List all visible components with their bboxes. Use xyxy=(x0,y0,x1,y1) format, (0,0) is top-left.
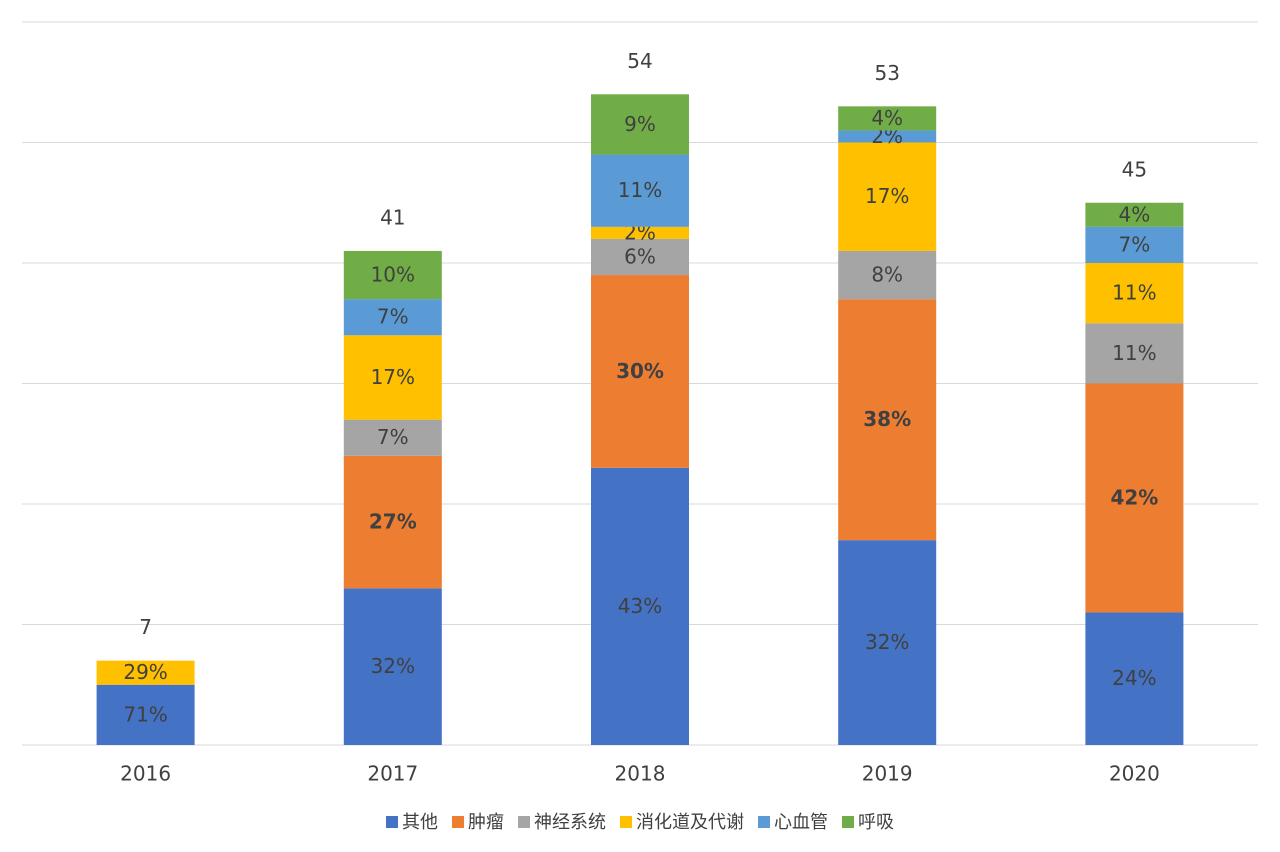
legend-label: 其他 xyxy=(402,812,438,833)
bar-segment xyxy=(1085,226,1184,263)
legend-label: 神经系统 xyxy=(534,812,606,833)
bar-segment xyxy=(838,250,937,300)
bar-segment xyxy=(838,130,937,143)
bar-segment xyxy=(1085,323,1184,384)
bar-segment xyxy=(591,275,689,468)
data-label: 29% xyxy=(123,660,167,684)
data-label: 27% xyxy=(369,510,417,534)
bar-segment xyxy=(838,106,937,131)
data-label: 17% xyxy=(865,184,909,208)
bar-segment xyxy=(838,540,937,745)
data-label: 43% xyxy=(618,594,662,618)
data-label: 8% xyxy=(871,263,903,287)
data-label: 30% xyxy=(616,359,664,383)
bar-segment xyxy=(838,299,937,541)
bar-segment xyxy=(1085,263,1184,324)
legend-label: 呼吸 xyxy=(858,812,894,833)
legend-swatch xyxy=(758,816,770,828)
data-label: 6% xyxy=(624,244,656,268)
bar-segment xyxy=(343,250,442,300)
bar-segment xyxy=(591,226,689,239)
total-label: 54 xyxy=(627,49,652,73)
data-label: 10% xyxy=(371,263,415,287)
bar-segment xyxy=(343,455,442,589)
data-label: 7% xyxy=(377,305,409,329)
bar-segment xyxy=(96,684,195,745)
bar-segment xyxy=(838,142,937,251)
total-label: 53 xyxy=(874,61,899,85)
legend-swatch xyxy=(842,816,854,828)
bar-segment xyxy=(343,299,442,336)
x-tick-label: 2018 xyxy=(615,762,666,786)
bar-segment xyxy=(343,419,442,456)
legend-label: 肿瘤 xyxy=(468,812,504,833)
bar-segment xyxy=(1085,202,1184,227)
data-label: 38% xyxy=(863,407,911,431)
legend: 其他 肿瘤 神经系统 消化道及代谢 心血管 呼吸 xyxy=(386,812,894,833)
data-label: 9% xyxy=(624,112,656,136)
data-label: 11% xyxy=(1112,341,1156,365)
data-label: 17% xyxy=(371,365,415,389)
data-label: 42% xyxy=(1110,485,1158,509)
legend-label: 心血管 xyxy=(774,812,828,833)
total-label: 7 xyxy=(139,615,152,639)
x-tick-label: 2019 xyxy=(862,762,913,786)
bar-segment xyxy=(343,335,442,420)
legend-swatch xyxy=(518,816,530,828)
data-label: 11% xyxy=(618,178,662,202)
data-label: 7% xyxy=(377,425,409,449)
bar-segment xyxy=(343,588,442,745)
bar-segment xyxy=(591,238,689,276)
legend-swatch xyxy=(452,816,464,828)
legend-swatch xyxy=(620,816,632,828)
legend-swatch xyxy=(386,816,398,828)
total-label: 45 xyxy=(1122,157,1147,181)
data-label: 24% xyxy=(1112,666,1156,690)
bar-segment xyxy=(1085,383,1184,613)
x-tick-label: 2020 xyxy=(1109,762,1160,786)
data-label: 4% xyxy=(1119,202,1151,226)
legend-label: 消化道及代谢 xyxy=(636,812,744,833)
bar-segment xyxy=(591,154,689,227)
data-label: 7% xyxy=(1119,232,1151,256)
data-label: 32% xyxy=(371,654,415,678)
x-tick-label: 2017 xyxy=(367,762,418,786)
data-label: 71% xyxy=(123,702,167,726)
bar-segment xyxy=(591,94,689,155)
data-label: 4% xyxy=(871,106,903,130)
x-tick-label: 2016 xyxy=(120,762,171,786)
data-label: 32% xyxy=(865,630,909,654)
bar-segment xyxy=(96,660,195,685)
data-label: 11% xyxy=(1112,281,1156,305)
bar-segment xyxy=(591,467,689,745)
total-label: 41 xyxy=(380,205,405,229)
bar-segment xyxy=(1085,612,1184,745)
